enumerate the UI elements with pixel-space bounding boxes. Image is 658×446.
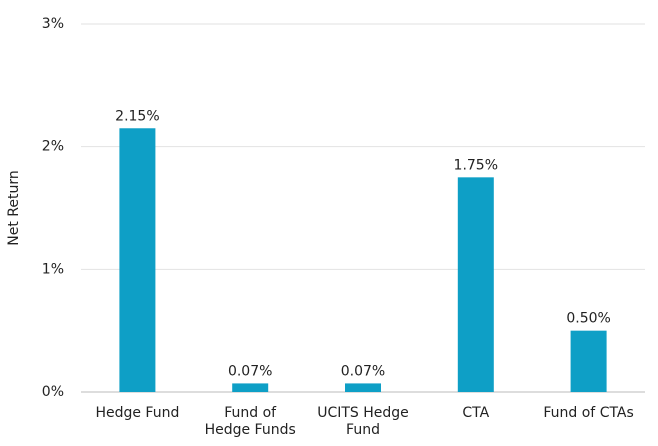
- data-label: 2.15%: [115, 108, 159, 124]
- x-tick-label: CTA: [462, 405, 490, 421]
- bar: [457, 177, 494, 392]
- data-label: 0.07%: [228, 363, 272, 379]
- y-tick-label: 0%: [42, 384, 64, 400]
- y-tick-label: 3%: [42, 16, 64, 32]
- x-tick-label: Fund of Hedge Funds: [204, 405, 296, 438]
- bar: [232, 383, 269, 392]
- y-tick-label: 1%: [42, 261, 64, 277]
- y-tick-label: 2%: [42, 139, 64, 155]
- data-label: 1.75%: [454, 157, 498, 173]
- x-tick-label: Hedge Fund: [95, 405, 180, 421]
- bar: [570, 330, 607, 392]
- bar: [119, 128, 156, 392]
- x-tick-label: UCITS Hedge Fund: [317, 405, 409, 438]
- data-label: 0.50%: [566, 311, 610, 327]
- data-label: 0.07%: [341, 363, 385, 379]
- x-tick-label: Fund of CTAs: [543, 405, 634, 421]
- y-axis-label: Net Return: [6, 170, 22, 245]
- bar: [345, 383, 381, 392]
